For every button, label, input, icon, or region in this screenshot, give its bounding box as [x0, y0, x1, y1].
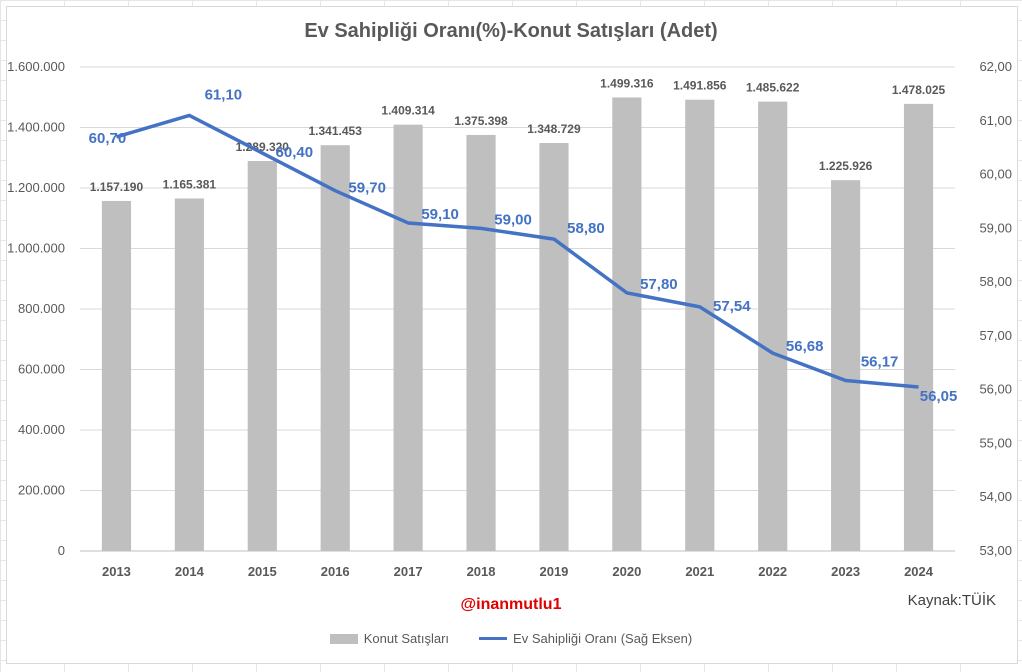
- bar-value-label: 1.289.320: [236, 140, 290, 154]
- y-left-tick-label: 1.600.000: [7, 59, 65, 74]
- line-value-label: 59,70: [348, 180, 386, 197]
- x-tick-label: 2016: [321, 564, 350, 579]
- bar: [758, 101, 788, 552]
- y-right-tick-label: 59,00: [979, 220, 1012, 235]
- y-left-tick-label: 1.200.000: [7, 180, 65, 195]
- line-value-label: 57,80: [640, 276, 678, 293]
- bar: [685, 99, 715, 551]
- x-tick-label: 2021: [685, 564, 714, 579]
- y-left-tick-label: 200.000: [18, 483, 65, 498]
- x-tick-label: 2022: [758, 564, 787, 579]
- bar-value-label: 1.478.025: [892, 83, 946, 97]
- bar: [393, 124, 423, 551]
- y-right-tick-label: 57,00: [979, 328, 1012, 343]
- y-right-tick-label: 53,00: [979, 543, 1012, 558]
- y-left-tick-label: 600.000: [18, 362, 65, 377]
- line-value-label: 59,10: [421, 206, 459, 223]
- bar-value-label: 1.375.398: [454, 114, 508, 128]
- x-tick-label: 2023: [831, 564, 860, 579]
- bar: [466, 134, 496, 551]
- x-tick-label: 2013: [102, 564, 131, 579]
- x-tick-label: 2015: [248, 564, 277, 579]
- line-value-label: 56,17: [861, 354, 899, 371]
- bar: [247, 160, 277, 551]
- line-value-label: 58,80: [567, 220, 605, 237]
- y-right-tick-label: 56,00: [979, 382, 1012, 397]
- bar-value-label: 1.225.926: [819, 159, 873, 173]
- bar-value-label: 1.409.314: [381, 104, 435, 118]
- line-series: [115, 113, 919, 389]
- y-left-tick-label: 400.000: [18, 422, 65, 437]
- bar-value-label: 1.341.453: [309, 124, 363, 138]
- x-tick-label: 2019: [539, 564, 568, 579]
- bar-value-label: 1.165.381: [163, 177, 217, 191]
- bar: [174, 198, 204, 552]
- x-tick-label: 2017: [394, 564, 423, 579]
- x-tick-label: 2018: [467, 564, 496, 579]
- x-tick-label: 2020: [612, 564, 641, 579]
- y-right-tick-label: 54,00: [979, 489, 1012, 504]
- line-value-label: 61,10: [205, 86, 243, 103]
- bar-value-label: 1.348.729: [527, 122, 581, 136]
- line-value-label: 56,05: [920, 388, 958, 405]
- y-left-tick-label: 0: [58, 543, 65, 558]
- y-right-tick-label: 60,00: [979, 167, 1012, 182]
- y-right-tick-label: 55,00: [979, 435, 1012, 450]
- legend-swatch-bars: [329, 633, 358, 644]
- bar-value-label: 1.499.316: [600, 76, 654, 90]
- chart-legend: Konut Satışları Ev Sahipliği Oranı (Sağ …: [0, 631, 1022, 646]
- x-tick-label: 2024: [904, 564, 934, 579]
- bar: [612, 97, 642, 551]
- bar-value-label: 1.485.622: [746, 81, 800, 95]
- bar: [101, 200, 132, 552]
- y-left-tick-label: 1.000.000: [7, 241, 65, 256]
- legend-label-bars: Konut Satışları: [363, 631, 450, 646]
- bar: [903, 103, 934, 552]
- x-tick-label: 2014: [175, 564, 205, 579]
- bar-value-label: 1.491.856: [673, 79, 727, 93]
- y-right-tick-label: 58,00: [979, 274, 1012, 289]
- source-note: Kaynak:TÜİK: [907, 592, 996, 609]
- y-left-tick-label: 800.000: [18, 301, 65, 316]
- legend-item-bars: Konut Satışları: [329, 631, 450, 646]
- y-right-tick-label: 62,00: [979, 59, 1012, 74]
- line-value-label: 60,40: [276, 144, 314, 161]
- y-left-tick-label: 1.400.000: [7, 120, 65, 135]
- bar: [539, 143, 569, 552]
- bar: [320, 145, 350, 552]
- line-value-label: 60,70: [89, 130, 127, 147]
- line-value-label: 57,54: [713, 298, 751, 315]
- bar: [831, 180, 861, 551]
- y-right-tick-label: 61,00: [979, 113, 1012, 128]
- legend-item-line: Ev Sahipliği Oranı (Sağ Eksen): [479, 631, 692, 646]
- legend-label-line: Ev Sahipliği Oranı (Sağ Eksen): [513, 631, 693, 646]
- chart-title: Ev Sahipliği Oranı(%)-Konut Satışları (A…: [304, 20, 718, 42]
- legend-swatch-line: [479, 637, 508, 640]
- line-value-label: 56,68: [786, 338, 824, 355]
- bar-value-label: 1.157.190: [90, 180, 144, 194]
- watermark: @inanmutlu1: [460, 596, 562, 613]
- line-value-label: 59,00: [494, 211, 532, 228]
